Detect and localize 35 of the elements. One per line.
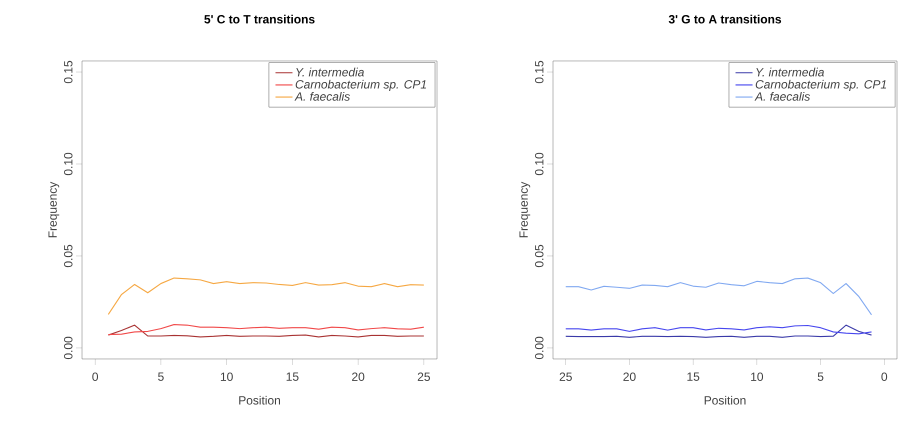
x-axis-title: Position <box>239 396 280 405</box>
y-tick-label: 0.10 <box>64 152 72 176</box>
chart-title: 5' C to T transitions <box>204 14 315 24</box>
y-tick-label: 0.05 <box>535 244 544 268</box>
line-series <box>565 277 872 316</box>
y-axis-title: Frequency <box>519 182 530 238</box>
legend-label: A. faecalis <box>294 92 350 101</box>
x-tick-label: 5 <box>818 372 824 381</box>
y-axis-title: Frequency <box>48 182 60 238</box>
x-axis-title: Position <box>704 396 746 405</box>
x-tick-label: 25 <box>560 372 572 381</box>
y-tick-label: 0.10 <box>535 152 544 176</box>
legend-label: Y. intermedia <box>296 68 364 76</box>
x-tick-label: 10 <box>220 372 233 381</box>
chart-title: 3' G to A transitions <box>668 14 782 24</box>
line-series <box>565 324 872 334</box>
x-tick-label: 20 <box>623 372 636 381</box>
x-tick-label: 10 <box>751 372 764 381</box>
y-tick-label: 0.15 <box>535 60 544 84</box>
y-tick-label: 0.00 <box>535 336 544 360</box>
x-tick-label: 20 <box>352 372 364 381</box>
legend-label: Y. intermedia <box>756 68 824 76</box>
x-tick-label: 5 <box>158 372 164 381</box>
x-tick-label: 0 <box>881 372 888 381</box>
line-series <box>108 277 424 316</box>
legend-label: Carnobacterium sp. CP1 <box>296 80 426 91</box>
y-tick-label: 0.00 <box>64 336 72 360</box>
x-tick-label: 15 <box>286 372 299 381</box>
x-tick-label: 15 <box>687 372 700 381</box>
x-tick-label: 0 <box>92 372 98 381</box>
x-tick-label: 25 <box>418 372 430 381</box>
y-tick-label: 0.15 <box>64 60 72 84</box>
legend-label: A. faecalis <box>754 92 810 101</box>
legend-label: Carnobacterium sp. CP1 <box>756 80 886 91</box>
y-tick-label: 0.05 <box>64 244 72 268</box>
